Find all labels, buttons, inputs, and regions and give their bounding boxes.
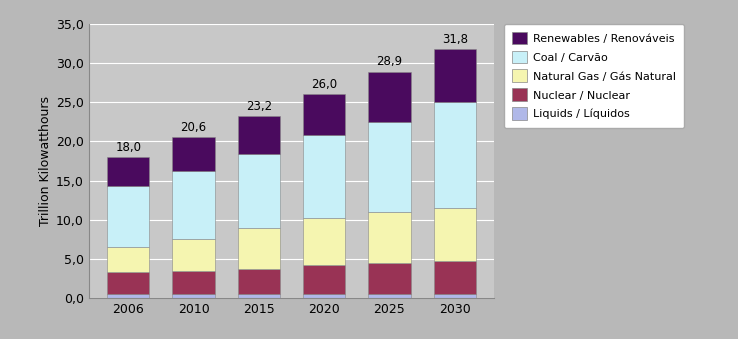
Bar: [433, 102, 476, 208]
Text: 23,2: 23,2: [246, 100, 272, 113]
Bar: [433, 49, 476, 102]
Bar: [172, 271, 215, 294]
Bar: [107, 247, 150, 273]
Bar: [303, 94, 345, 135]
Bar: [368, 212, 411, 263]
Bar: [433, 261, 476, 294]
Bar: [172, 137, 215, 171]
Bar: [368, 122, 411, 212]
Bar: [238, 116, 280, 154]
Bar: [238, 154, 280, 228]
Bar: [107, 273, 150, 294]
Bar: [433, 294, 476, 298]
Text: 20,6: 20,6: [181, 121, 207, 134]
Bar: [303, 264, 345, 294]
Text: 28,9: 28,9: [376, 56, 402, 68]
Text: 18,0: 18,0: [115, 141, 141, 154]
Bar: [172, 294, 215, 298]
Bar: [368, 263, 411, 294]
Bar: [172, 239, 215, 271]
Bar: [368, 72, 411, 122]
Text: 26,0: 26,0: [311, 78, 337, 91]
Bar: [238, 228, 280, 269]
Text: 31,8: 31,8: [442, 33, 468, 46]
Bar: [107, 186, 150, 247]
Bar: [303, 135, 345, 218]
Bar: [303, 294, 345, 298]
Legend: Renewables / Renováveis, Coal / Carvão, Natural Gas / Gás Natural, Nuclear / Nuc: Renewables / Renováveis, Coal / Carvão, …: [504, 24, 683, 128]
Bar: [238, 269, 280, 294]
Bar: [107, 157, 150, 186]
Bar: [303, 218, 345, 264]
Bar: [107, 294, 150, 298]
Bar: [238, 294, 280, 298]
Bar: [433, 208, 476, 261]
Bar: [368, 294, 411, 298]
Bar: [172, 171, 215, 239]
Y-axis label: Trillion Kilowatthours: Trillion Kilowatthours: [38, 96, 52, 226]
